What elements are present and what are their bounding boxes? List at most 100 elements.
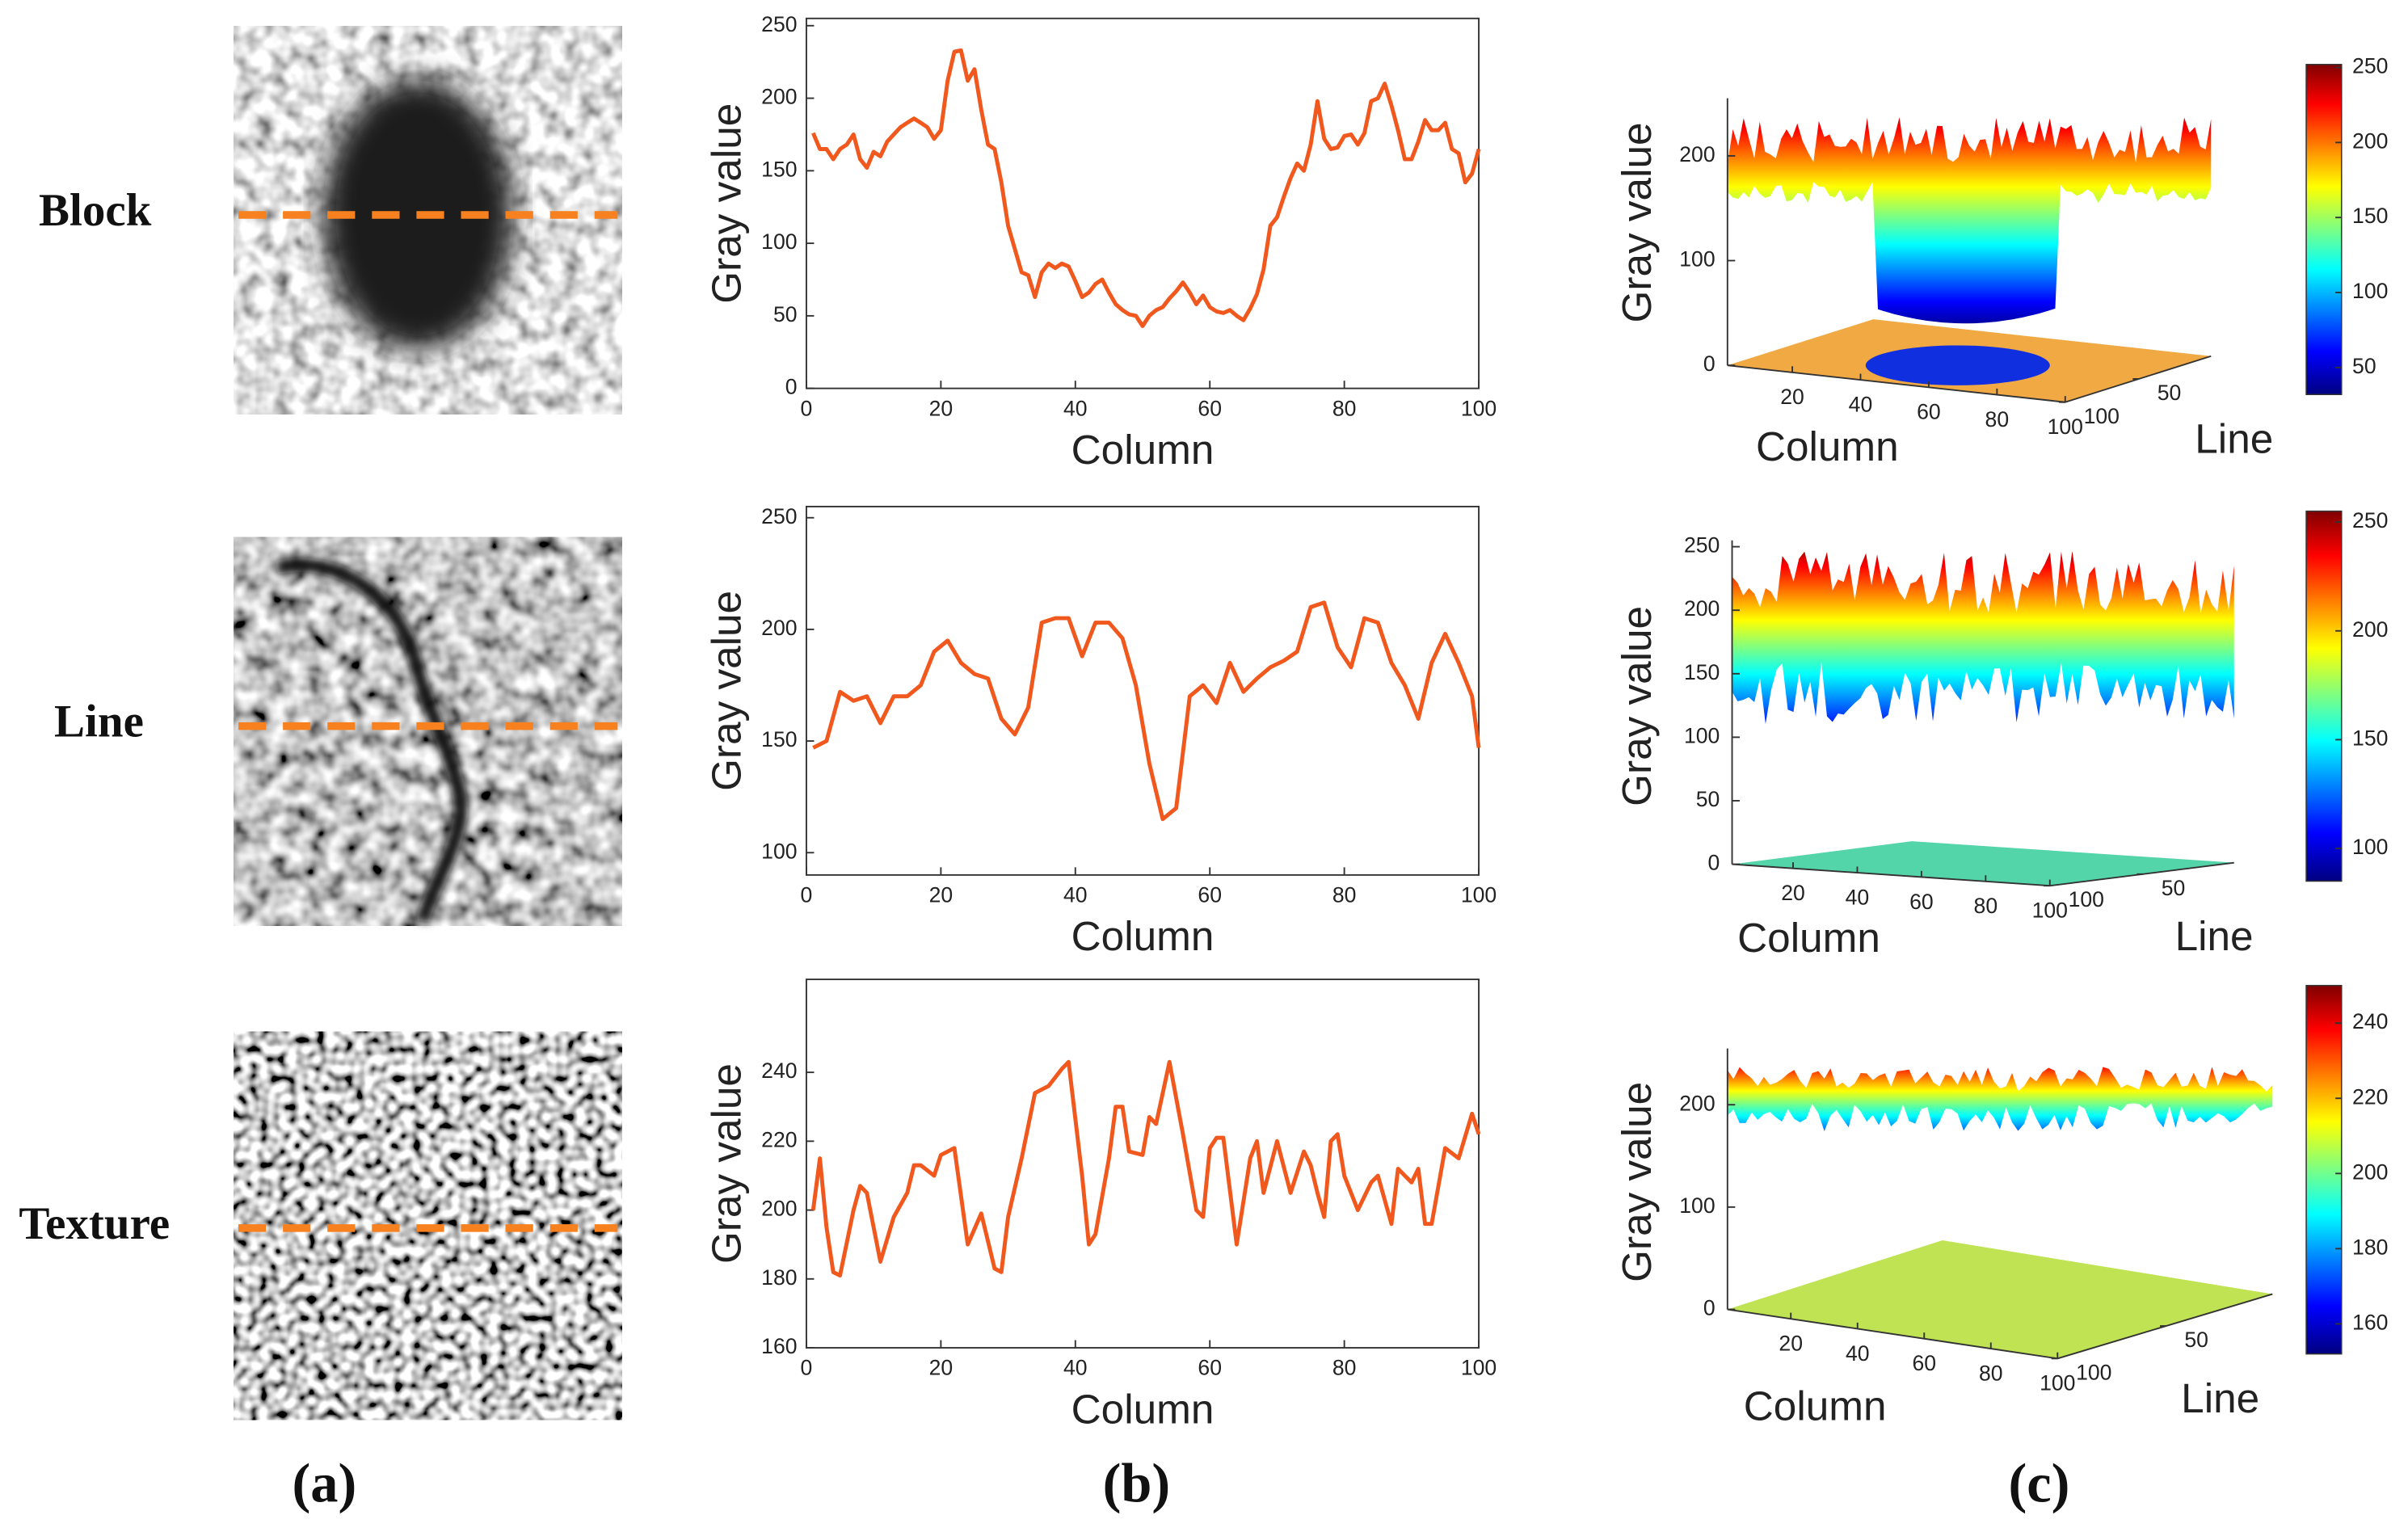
z-tick-label: 100	[1684, 723, 1720, 747]
y-tick-label: 200	[761, 1197, 797, 1221]
column-tick-label: 80	[1985, 407, 2010, 431]
x-tick-label: 20	[929, 396, 954, 420]
colorbar-tick-label: 240	[2352, 1009, 2388, 1033]
y-tick-label: 50	[773, 302, 798, 326]
colorbar	[2305, 64, 2343, 396]
column-tick-label: 40	[1846, 1341, 1870, 1366]
y-axis-label: Gray value	[704, 591, 750, 791]
line-axis-label: Line	[2181, 1375, 2259, 1421]
x-tick-label: 60	[1198, 396, 1222, 420]
colorbar-tick-label: 180	[2352, 1235, 2388, 1259]
column-tick-label: 100	[2040, 1371, 2075, 1395]
x-tick-label: 100	[1461, 396, 1497, 420]
column-tick-label: 80	[1979, 1361, 2003, 1385]
column-axis	[1732, 863, 2050, 887]
colorbar-tick-label: 150	[2352, 204, 2388, 228]
surface	[1732, 551, 2234, 724]
colorbar	[2305, 510, 2343, 882]
colorbar-tick-label: 50	[2352, 354, 2376, 378]
column-tick-label: 60	[1917, 400, 1941, 424]
x-tick-label: 100	[1461, 883, 1497, 907]
y-tick-label: 240	[761, 1059, 797, 1083]
z-tick-label: 150	[1684, 660, 1720, 684]
image-texture	[234, 1031, 622, 1420]
surface	[1727, 1067, 2273, 1131]
y-axis-label: Gray value	[704, 103, 750, 304]
colorbar-tick-label: 200	[2352, 128, 2388, 153]
data-line	[810, 1059, 1481, 1278]
column-tick-label: 60	[1912, 1351, 1936, 1375]
x-tick-label: 0	[801, 883, 813, 907]
column-tick-label: 100	[2048, 415, 2083, 439]
z-tick-label: 0	[1708, 851, 1720, 875]
y-tick-label: 150	[761, 157, 797, 181]
x-tick-label: 40	[1063, 396, 1088, 420]
line-axis-label: Line	[2195, 416, 2273, 462]
z-axis-label: Gray value	[1614, 606, 1660, 806]
y-tick-label: 100	[761, 229, 797, 254]
y-tick-label: 220	[761, 1127, 797, 1151]
line-tick-label: 50	[2162, 876, 2186, 900]
image-block	[234, 26, 622, 415]
x-axis-label: Column	[1071, 1386, 1215, 1432]
panel-label: (c)	[2008, 1452, 2069, 1513]
x-tick-label: 0	[801, 1356, 813, 1380]
z-tick-label: 50	[1696, 787, 1720, 811]
x-tick-label: 60	[1198, 883, 1222, 907]
colorbar-tick-label: 100	[2352, 279, 2388, 303]
colorbar-tick-label: 250	[2352, 508, 2388, 532]
column-tick-label: 80	[1974, 894, 1998, 918]
column-tick-label: 40	[1849, 392, 1873, 416]
column-tick-label: 40	[1846, 885, 1870, 909]
y-tick-label: 160	[761, 1334, 797, 1358]
y-tick-label: 100	[761, 839, 797, 863]
y-tick-label: 180	[761, 1265, 797, 1290]
z-tick-label: 100	[1679, 247, 1715, 271]
y-tick-label: 150	[761, 727, 797, 751]
colorbar-tick-label: 250	[2352, 54, 2388, 78]
x-tick-label: 20	[929, 883, 954, 907]
line-tick-label: 50	[2184, 1328, 2208, 1352]
colorbar-tick-label: 200	[2352, 1160, 2388, 1184]
z-tick-label: 200	[1684, 596, 1720, 621]
x-tick-label: 60	[1198, 1356, 1222, 1380]
x-tick-label: 20	[929, 1356, 954, 1380]
z-tick-label: 0	[1703, 1296, 1715, 1320]
column-tick-label: 20	[1779, 1332, 1803, 1356]
y-tick-label: 200	[761, 616, 797, 640]
floor-map	[1732, 841, 2234, 886]
column-tick-label: 20	[1781, 881, 1805, 905]
x-axis-label: Column	[1071, 427, 1215, 473]
plot-frame	[806, 979, 1480, 1349]
z-tick-label: 0	[1703, 351, 1715, 376]
y-tick-label: 250	[761, 12, 797, 36]
colorbar-tick-label: 160	[2352, 1310, 2388, 1334]
plot-frame	[806, 17, 1480, 389]
x-tick-label: 80	[1332, 1356, 1357, 1380]
line-tick-label: 100	[2069, 887, 2104, 911]
colorbar-tick-label: 200	[2352, 617, 2388, 642]
z-tick-label: 100	[1679, 1193, 1715, 1218]
x-tick-label: 0	[801, 396, 813, 420]
x-tick-label: 40	[1063, 1356, 1088, 1380]
y-tick-label: 200	[761, 85, 797, 109]
z-tick-label: 200	[1679, 1091, 1715, 1115]
image-line	[234, 537, 622, 926]
colorbar-tick-label: 100	[2352, 835, 2388, 859]
x-tick-label: 80	[1332, 883, 1357, 907]
panel-label: (b)	[1103, 1452, 1171, 1513]
x-tick-label: 40	[1063, 883, 1088, 907]
data-line	[812, 600, 1481, 822]
line-axis-label: Line	[2175, 913, 2254, 959]
z-axis-label: Gray value	[1614, 122, 1660, 322]
colorbar	[2305, 984, 2343, 1355]
line-tick-label: 50	[2158, 381, 2182, 405]
z-tick-label: 250	[1684, 533, 1720, 558]
row-label: Texture	[19, 1198, 170, 1249]
y-axis-label: Gray value	[704, 1063, 750, 1264]
column-axis	[1727, 1308, 2058, 1360]
line-tick-label: 100	[2084, 404, 2120, 428]
x-tick-label: 100	[1461, 1356, 1497, 1380]
x-axis-label: Column	[1071, 913, 1215, 959]
